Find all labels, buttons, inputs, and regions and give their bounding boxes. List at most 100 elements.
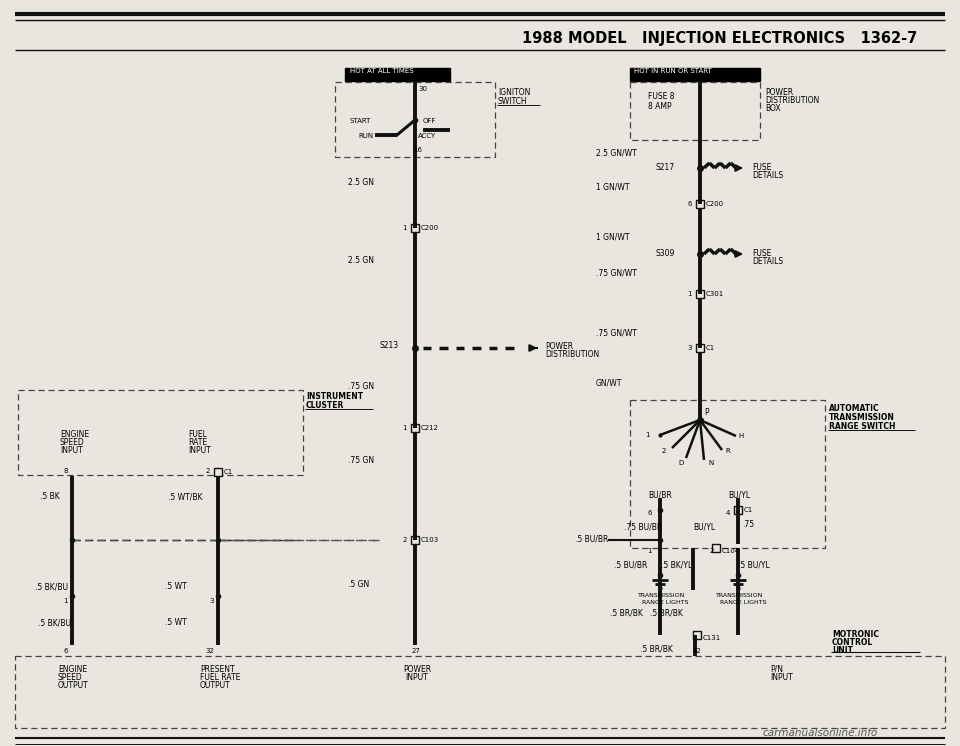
Text: GN/WT: GN/WT [596,378,622,387]
Text: C104: C104 [722,548,740,554]
Text: ENGINE: ENGINE [60,430,89,439]
Text: .5 BK/BU: .5 BK/BU [38,618,71,627]
Text: PRESENT: PRESENT [200,665,234,674]
Text: .75 GN/WT: .75 GN/WT [596,268,636,277]
Text: 1988 MODEL   INJECTION ELECTRONICS   1362-7: 1988 MODEL INJECTION ELECTRONICS 1362-7 [522,31,918,46]
Text: .5 BK/BU: .5 BK/BU [35,582,68,591]
Text: DISTRIBUTION: DISTRIBUTION [765,96,819,105]
Bar [18,390,303,475]
Text: TRANSMISSION: TRANSMISSION [716,593,763,598]
Text: 8: 8 [63,468,68,474]
Text: FUSE: FUSE [752,163,772,172]
Bar [734,506,742,514]
Text: START: START [350,118,372,124]
Text: 27: 27 [412,648,420,654]
Text: .5 GN: .5 GN [348,580,370,589]
Text: RATE: RATE [188,438,207,447]
Text: 2: 2 [205,468,210,474]
Text: 1: 1 [645,432,650,438]
Text: 2: 2 [710,548,714,554]
Text: carmanualsonline.info: carmanualsonline.info [762,728,877,738]
Bar [696,344,704,352]
Text: .5 BU/BR: .5 BU/BR [614,560,647,569]
Text: C1: C1 [706,345,715,351]
Text: CONTROL: CONTROL [832,638,874,647]
Text: 6: 6 [647,510,652,516]
Text: 3: 3 [209,598,214,604]
Text: INPUT: INPUT [60,446,83,455]
Bar [630,400,825,548]
Text: 2: 2 [662,448,666,454]
Bar [712,544,720,552]
Text: BU/YL: BU/YL [693,522,715,531]
Text: 2.5 GN/WT: 2.5 GN/WT [596,148,636,157]
Text: D: D [678,460,684,466]
Text: INPUT: INPUT [188,446,211,455]
Text: .5 WT: .5 WT [165,582,187,591]
Text: .75 GN: .75 GN [348,456,374,465]
Text: BU/YL: BU/YL [728,490,750,499]
Text: 6: 6 [63,648,68,654]
Text: 32: 32 [205,648,214,654]
Text: C1: C1 [224,469,233,475]
Bar [411,536,419,544]
Text: DETAILS: DETAILS [752,257,783,266]
Text: FUSE 8: FUSE 8 [648,92,675,101]
Text: POWER: POWER [403,665,431,674]
Text: RANGE LIGHTS: RANGE LIGHTS [642,600,688,605]
Text: RUN: RUN [358,133,373,139]
Text: 1: 1 [63,598,68,604]
Text: 4: 4 [726,510,730,516]
Bar [696,200,704,208]
Text: .5 WT/BK: .5 WT/BK [168,492,203,501]
Text: 1 GN/WT: 1 GN/WT [596,232,630,241]
Text: .75 GN/WT: .75 GN/WT [596,328,636,337]
Text: .5 BU/YL: .5 BU/YL [738,560,770,569]
Text: BU/BR: BU/BR [648,490,672,499]
Text: C301: C301 [706,291,724,297]
Text: C212: C212 [421,425,439,431]
Text: C131: C131 [703,635,721,641]
Text: S309: S309 [655,249,674,259]
Text: .5 BU/BR: .5 BU/BR [575,535,609,544]
Text: SPEED: SPEED [60,438,84,447]
Text: OUTPUT: OUTPUT [200,681,230,690]
Bar [15,656,945,728]
Bar [345,68,450,81]
Text: CLUSTER: CLUSTER [306,401,345,410]
Text: 2: 2 [402,537,407,543]
Bar [335,82,495,157]
Text: N: N [708,460,713,466]
Text: POWER: POWER [545,342,573,351]
Text: MOTRONIC: MOTRONIC [832,630,879,639]
Text: RANGE LIGHTS: RANGE LIGHTS [720,600,766,605]
Text: .5 BR/BK: .5 BR/BK [610,608,643,617]
Bar [411,224,419,232]
Bar [630,82,760,140]
Text: INPUT: INPUT [405,673,428,682]
Text: 16: 16 [413,147,422,153]
Text: .5 BK: .5 BK [40,492,60,501]
Text: ACCY: ACCY [418,133,436,139]
Text: 1: 1 [402,225,407,231]
Bar [630,68,760,81]
Text: 2.5 GN: 2.5 GN [348,256,374,265]
Text: DISTRIBUTION: DISTRIBUTION [545,350,599,359]
Text: R: R [725,448,730,454]
Text: .75 GN: .75 GN [348,382,374,391]
Text: C200: C200 [421,225,439,231]
Text: .5 BR/BK: .5 BR/BK [640,644,673,653]
Text: .5 BK/YL: .5 BK/YL [661,560,692,569]
Text: RANGE SWITCH: RANGE SWITCH [829,422,896,431]
Text: 1: 1 [402,425,407,431]
Bar [693,631,701,639]
Text: AUTOMATIC: AUTOMATIC [829,404,879,413]
Text: TRANSMISSION: TRANSMISSION [638,593,685,598]
Text: .5 WT: .5 WT [165,618,187,627]
Bar [696,290,704,298]
Text: OFF: OFF [423,118,437,124]
Text: C103: C103 [421,537,440,543]
Text: INPUT: INPUT [770,673,793,682]
Bar [214,468,222,476]
Text: ENGINE: ENGINE [58,665,87,674]
